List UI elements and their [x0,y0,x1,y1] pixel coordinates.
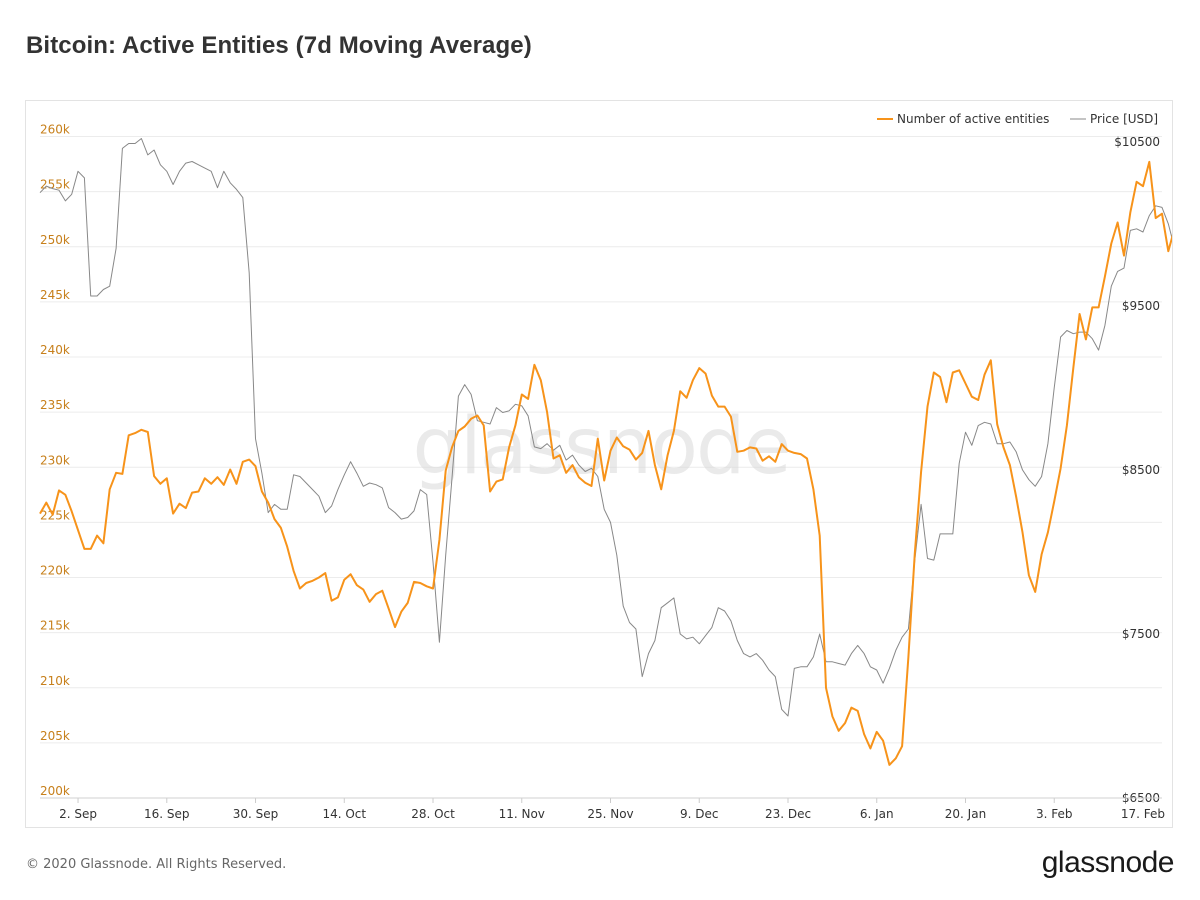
right-tick-label: $7500 [1122,627,1160,641]
left-tick-label: 215k [40,619,70,633]
x-tick-label: 2. Sep [59,807,97,821]
left-tick-label: 200k [40,784,70,798]
right-tick-label: $9500 [1122,299,1160,313]
x-tick-label: 11. Nov [499,807,545,821]
legend-label-entities: Number of active entities [897,112,1049,126]
chart-svg: glassnode 200k 205k 210k 215k 220k 225k 230k 23… [39,112,1172,821]
x-tick-label: 23. Dec [765,807,811,821]
x-axis-ticks: 2. Sep 16. Sep 30. Sep 14. Oct 28. Oct 11. No… [59,798,1165,821]
right-tick-label: $10500 [1114,135,1160,149]
x-tick-label: 17. Feb [1121,807,1165,821]
left-tick-label: 205k [40,729,70,743]
legend-label-price: Price [USD] [1090,112,1158,126]
legend[interactable]: Number of active entities Price [USD] [877,112,1158,126]
left-tick-label: 240k [40,343,70,357]
series-line-price [39,138,1172,717]
legend-item-price[interactable]: Price [USD] [1070,112,1158,126]
glassnode-logo[interactable]: glassnode [1041,846,1175,879]
watermark-text: glassnode [413,402,790,492]
left-tick-label: 210k [40,674,70,688]
x-tick-label: 30. Sep [233,807,279,821]
x-tick-label: 6. Jan [860,807,894,821]
x-tick-label: 25. Nov [587,807,633,821]
right-tick-label: $8500 [1122,463,1160,477]
left-tick-label: 260k [40,123,70,137]
x-tick-label: 14. Oct [322,807,366,821]
footer-copyright: © 2020 Glassnode. All Rights Reserved. [26,857,287,872]
grid-lines [40,136,1162,799]
left-tick-label: 225k [40,508,70,522]
chart-area: glassnode 200k 205k 210k 215k 220k 225k 230k 23… [25,100,1173,828]
left-tick-label: 235k [40,398,70,412]
x-tick-label: 9. Dec [680,807,718,821]
left-tick-label: 230k [40,453,70,467]
x-tick-label: 20. Jan [945,807,986,821]
series-lines [39,138,1172,766]
left-axis-ticks: 200k 205k 210k 215k 220k 225k 230k 235k 240k 245k… [40,123,70,798]
series-line-active-entities [39,160,1172,766]
x-tick-label: 28. Oct [411,807,455,821]
legend-item-entities[interactable]: Number of active entities [877,112,1049,126]
left-tick-label: 250k [40,233,70,247]
left-tick-label: 220k [40,564,70,578]
chart-title: Bitcoin: Active Entities (7d Moving Aver… [26,32,532,59]
left-tick-label: 255k [40,178,70,192]
x-tick-label: 3. Feb [1036,807,1073,821]
x-tick-label: 16. Sep [144,807,190,821]
left-tick-label: 245k [40,288,70,302]
